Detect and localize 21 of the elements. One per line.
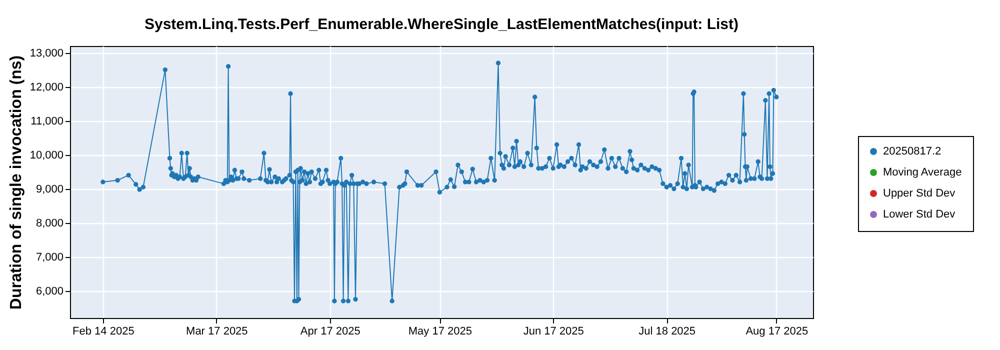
y-tick-label: 6,000 [36,285,64,298]
legend-label: 20250817.2 [883,146,942,158]
x-tick-label: Jul 18 2025 [638,326,696,338]
x-tick-label: Mar 17 2025 [186,326,248,338]
y-tick-label: 10,000 [30,149,64,162]
x-tick-label: May 17 2025 [408,326,472,338]
x-tick-label: Feb 14 2025 [72,326,134,338]
x-tick-label: Aug 17 2025 [746,326,808,338]
legend-label: Lower Std Dev [883,208,956,220]
y-tick-label: 7,000 [36,251,64,264]
x-tick-label: Jun 17 2025 [523,326,584,338]
chart-title: System.Linq.Tests.Perf_Enumerable.WhereSingle_LastElementMatches(input: List) [144,16,739,33]
x-tick-label: Apr 17 2025 [300,326,360,338]
y-tick-label: 12,000 [30,81,64,94]
y-tick-label: 9,000 [36,183,64,196]
y-tick-label: 13,000 [30,47,64,60]
y-axis-title: Duration of single invocation (ns) [8,55,25,310]
legend-label: Moving Average [883,166,962,178]
y-tick-label: 8,000 [36,217,64,230]
y-tick-label: 11,000 [30,115,64,128]
legend-label: Upper Std Dev [883,188,956,200]
